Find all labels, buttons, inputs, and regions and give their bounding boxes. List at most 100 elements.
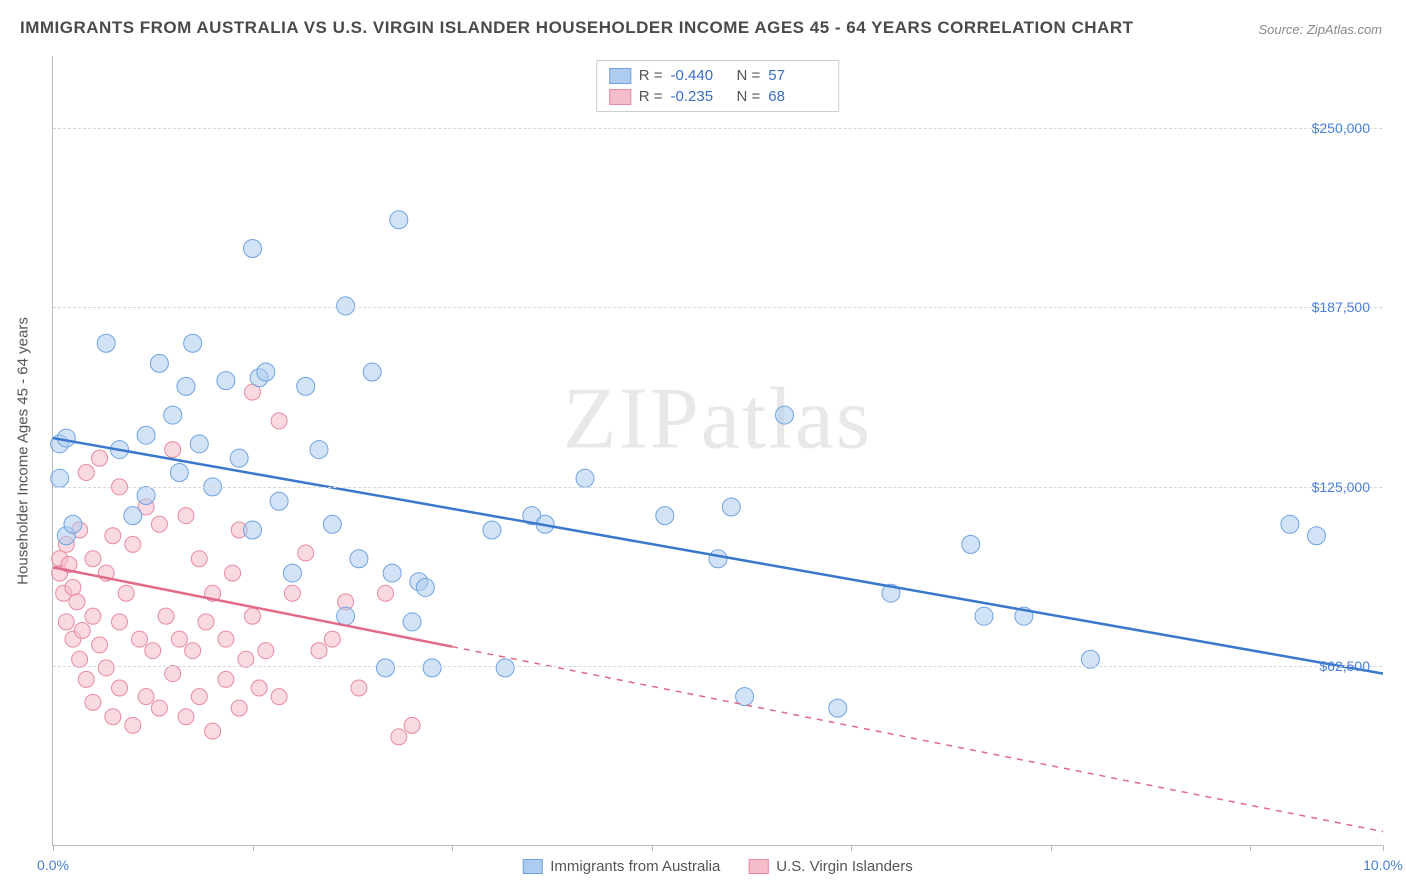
data-point <box>78 465 94 481</box>
data-point <box>416 578 434 596</box>
data-point <box>165 666 181 682</box>
legend-series: Immigrants from Australia U.S. Virgin Is… <box>522 858 913 875</box>
legend-swatch-b <box>748 859 768 874</box>
data-point <box>576 469 594 487</box>
data-point <box>311 643 327 659</box>
data-point <box>337 297 355 315</box>
data-point <box>297 377 315 395</box>
data-point <box>1308 527 1326 545</box>
data-point <box>423 659 441 677</box>
data-point <box>85 694 101 710</box>
source-attribution: Source: ZipAtlas.com <box>1258 22 1382 37</box>
data-point <box>191 551 207 567</box>
x-tick <box>253 845 254 851</box>
data-point <box>151 516 167 532</box>
data-point <box>829 699 847 717</box>
legend-item-a: Immigrants from Australia <box>522 858 720 875</box>
data-point <box>164 406 182 424</box>
data-point <box>483 521 501 539</box>
legend-item-b: U.S. Virgin Islanders <box>748 858 912 875</box>
legend-label-a: Immigrants from Australia <box>550 858 720 875</box>
data-point <box>198 614 214 630</box>
x-tick-label: 0.0% <box>37 857 69 873</box>
x-tick <box>1250 845 1251 851</box>
data-point <box>85 551 101 567</box>
data-point <box>98 660 114 676</box>
y-axis-label: Householder Income Ages 45 - 64 years <box>15 317 32 585</box>
data-point <box>722 498 740 516</box>
data-point <box>271 413 287 429</box>
data-point <box>170 464 188 482</box>
x-tick <box>1051 845 1052 851</box>
data-point <box>283 564 301 582</box>
data-point <box>177 377 195 395</box>
data-point <box>975 607 993 625</box>
data-point <box>137 426 155 444</box>
data-point <box>496 659 514 677</box>
x-tick <box>851 845 852 851</box>
data-point <box>377 659 395 677</box>
data-point <box>171 631 187 647</box>
data-point <box>137 487 155 505</box>
data-point <box>58 614 74 630</box>
data-point <box>105 528 121 544</box>
data-point <box>403 613 421 631</box>
data-point <box>145 643 161 659</box>
data-point <box>150 354 168 372</box>
x-tick <box>1383 845 1384 851</box>
data-point <box>245 608 261 624</box>
data-point <box>92 637 108 653</box>
y-tick-label: $250,000 <box>1312 120 1370 136</box>
trend-line-dashed <box>452 647 1383 832</box>
data-point <box>390 211 408 229</box>
x-tick <box>452 845 453 851</box>
data-point <box>271 689 287 705</box>
data-point <box>65 579 81 595</box>
x-tick-label: 10.0% <box>1363 857 1403 873</box>
data-point <box>231 700 247 716</box>
scatter-plot-svg <box>53 56 1382 845</box>
data-point <box>709 550 727 568</box>
data-point <box>131 631 147 647</box>
data-point <box>125 536 141 552</box>
data-point <box>391 729 407 745</box>
data-point <box>64 515 82 533</box>
data-point <box>337 607 355 625</box>
data-point <box>225 565 241 581</box>
data-point <box>112 614 128 630</box>
data-point <box>323 515 341 533</box>
data-point <box>191 689 207 705</box>
data-point <box>378 585 394 601</box>
data-point <box>656 507 674 525</box>
data-point <box>776 406 794 424</box>
data-point <box>962 535 980 553</box>
data-point <box>218 631 234 647</box>
data-point <box>138 689 154 705</box>
data-point <box>185 643 201 659</box>
data-point <box>258 643 274 659</box>
data-point <box>324 631 340 647</box>
trend-line-solid <box>53 438 1383 674</box>
legend-swatch-a <box>522 859 542 874</box>
data-point <box>124 507 142 525</box>
data-point <box>112 680 128 696</box>
data-point <box>230 449 248 467</box>
data-point <box>310 441 328 459</box>
data-point <box>238 651 254 667</box>
gridline <box>53 128 1382 129</box>
data-point <box>74 623 90 639</box>
data-point <box>92 450 108 466</box>
data-point <box>158 608 174 624</box>
data-point <box>190 435 208 453</box>
data-point <box>244 521 262 539</box>
data-point <box>165 442 181 458</box>
data-point <box>69 594 85 610</box>
chart-title: IMMIGRANTS FROM AUSTRALIA VS U.S. VIRGIN… <box>20 18 1134 38</box>
legend-label-b: U.S. Virgin Islanders <box>776 858 912 875</box>
data-point <box>205 723 221 739</box>
data-point <box>350 550 368 568</box>
data-point <box>244 239 262 257</box>
data-point <box>78 671 94 687</box>
data-point <box>218 671 234 687</box>
data-point <box>151 700 167 716</box>
